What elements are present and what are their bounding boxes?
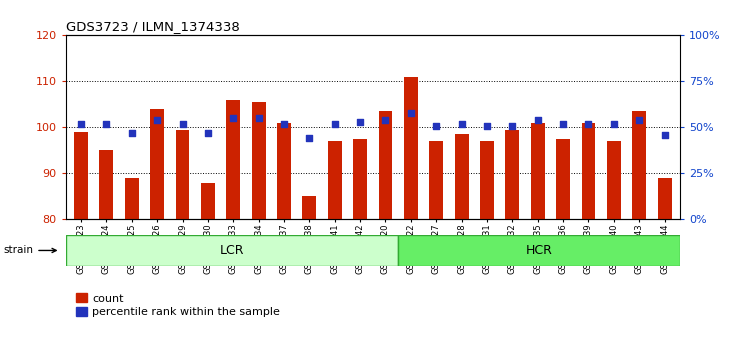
Bar [581,123,596,219]
Point [75,121,87,127]
Bar [480,141,494,219]
Point [202,130,213,136]
Point [659,132,670,138]
Point [633,117,645,123]
Text: HCR: HCR [526,244,553,257]
Text: GDS3723 / ILMN_1374338: GDS3723 / ILMN_1374338 [66,20,240,33]
Bar [125,178,139,219]
Bar [327,141,341,219]
Point [151,117,163,123]
Bar [175,130,189,219]
Point [126,130,137,136]
Text: LCR: LCR [220,244,244,257]
Bar [303,196,317,219]
Bar [150,109,164,219]
Point [481,123,493,129]
Text: strain: strain [3,245,56,256]
Point [557,121,569,127]
Bar [66,235,398,266]
Bar [379,111,393,219]
Point [405,110,417,115]
Point [379,117,391,123]
Point [303,136,315,141]
Point [101,121,113,127]
Bar [607,141,621,219]
Legend: count, percentile rank within the sample: count, percentile rank within the sample [72,289,285,322]
Bar [429,141,443,219]
Bar [277,123,291,219]
Point [431,123,442,129]
Bar [404,77,418,219]
Point [532,117,544,123]
Point [355,119,366,125]
Bar [398,235,680,266]
Point [253,115,265,121]
Bar [531,123,545,219]
Bar [505,130,519,219]
Bar [74,132,88,219]
Point [227,115,239,121]
Bar [455,134,469,219]
Point [583,121,594,127]
Point [329,121,341,127]
Bar [251,102,265,219]
Bar [556,139,570,219]
Point [455,121,467,127]
Bar [227,100,240,219]
Point [177,121,189,127]
Bar [99,150,113,219]
Bar [658,178,672,219]
Bar [632,111,646,219]
Point [608,121,620,127]
Bar [201,183,215,219]
Point [507,123,518,129]
Point [279,121,290,127]
Bar [353,139,367,219]
